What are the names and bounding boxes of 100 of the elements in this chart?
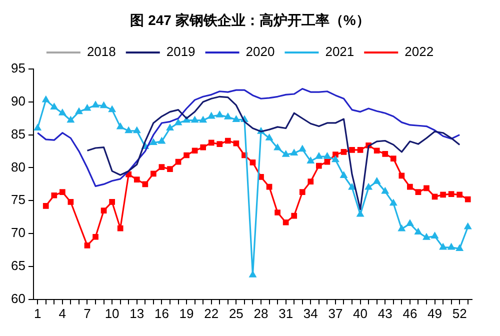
point xyxy=(133,127,140,134)
point xyxy=(108,106,116,112)
point xyxy=(224,138,231,144)
point xyxy=(382,151,388,157)
point xyxy=(406,220,414,226)
legend-label: 2018 xyxy=(86,44,116,60)
point xyxy=(398,172,405,179)
point xyxy=(414,228,422,235)
point xyxy=(274,210,280,216)
point xyxy=(266,184,272,190)
point xyxy=(166,124,174,131)
point xyxy=(76,108,82,114)
point xyxy=(200,144,206,150)
point xyxy=(291,212,298,219)
point xyxy=(59,109,66,116)
point xyxy=(373,178,380,184)
x-tick-label: 37 xyxy=(328,306,343,321)
point xyxy=(423,234,430,240)
point xyxy=(356,210,364,217)
point xyxy=(150,138,157,146)
point xyxy=(448,191,454,197)
point xyxy=(142,181,148,188)
point xyxy=(192,148,198,154)
point xyxy=(100,208,107,214)
point xyxy=(390,199,397,206)
point xyxy=(68,199,74,205)
point xyxy=(84,104,91,111)
point xyxy=(216,141,223,147)
y-tick-label: 70 xyxy=(10,225,26,240)
y-tick-label: 80 xyxy=(10,159,26,174)
point xyxy=(42,96,50,102)
point xyxy=(348,184,356,190)
x-tick-label: 25 xyxy=(228,306,244,321)
point xyxy=(100,102,108,108)
point xyxy=(191,116,198,123)
point xyxy=(390,156,396,162)
point xyxy=(216,111,224,118)
x-tick-label: 34 xyxy=(303,306,318,321)
x-tick-label: 52 xyxy=(452,306,467,321)
point xyxy=(456,244,463,252)
point xyxy=(332,152,338,158)
point xyxy=(464,196,471,202)
point xyxy=(349,147,355,153)
x-tick-label: 10 xyxy=(104,306,120,321)
point xyxy=(332,156,339,162)
point xyxy=(307,157,314,164)
point xyxy=(184,152,190,158)
point xyxy=(167,166,173,172)
point xyxy=(175,158,182,165)
point xyxy=(274,144,281,150)
point xyxy=(282,150,290,157)
point xyxy=(448,244,455,250)
point xyxy=(456,192,463,198)
point xyxy=(250,160,256,166)
y-tick-label: 95 xyxy=(10,60,26,76)
x-tick-label: 16 xyxy=(154,306,169,321)
point xyxy=(200,116,206,123)
point xyxy=(440,192,446,198)
legend-label: 2020 xyxy=(246,44,275,60)
point xyxy=(233,140,240,146)
point xyxy=(357,147,364,153)
x-tick-label: 28 xyxy=(254,306,268,321)
point xyxy=(374,148,380,154)
point xyxy=(316,162,322,169)
point xyxy=(116,123,124,130)
point xyxy=(324,152,331,159)
chart-title: 图 247 家钢铁企业：高炉开工率（%） xyxy=(129,11,371,30)
point xyxy=(424,185,430,192)
y-tick-label: 90 xyxy=(10,93,26,108)
point xyxy=(415,189,422,196)
legend-label: 2019 xyxy=(166,44,196,60)
point xyxy=(232,116,240,122)
point xyxy=(60,189,66,196)
point xyxy=(134,176,140,183)
point xyxy=(432,194,438,200)
x-tick-label: 13 xyxy=(130,306,144,321)
point xyxy=(158,164,165,170)
point xyxy=(158,138,166,144)
point xyxy=(50,103,58,110)
point xyxy=(224,113,232,120)
point xyxy=(308,178,314,184)
legend-label: 2021 xyxy=(325,44,354,60)
point xyxy=(92,234,98,240)
point xyxy=(208,112,215,119)
x-tick-label: 1 xyxy=(34,306,42,321)
point xyxy=(324,158,330,165)
point xyxy=(365,184,372,190)
point xyxy=(382,188,389,194)
point xyxy=(340,172,348,178)
point xyxy=(464,223,472,230)
x-tick-label: 7 xyxy=(84,306,91,321)
point xyxy=(125,127,132,134)
y-tick-label: 75 xyxy=(10,192,26,208)
x-tick-label: 46 xyxy=(402,306,418,321)
x-tick-label: 22 xyxy=(204,306,219,321)
y-tick-label: 60 xyxy=(10,290,26,306)
point xyxy=(67,116,74,123)
x-tick-label: 40 xyxy=(353,306,368,321)
y-tick-label: 65 xyxy=(10,258,26,274)
point xyxy=(266,134,273,140)
